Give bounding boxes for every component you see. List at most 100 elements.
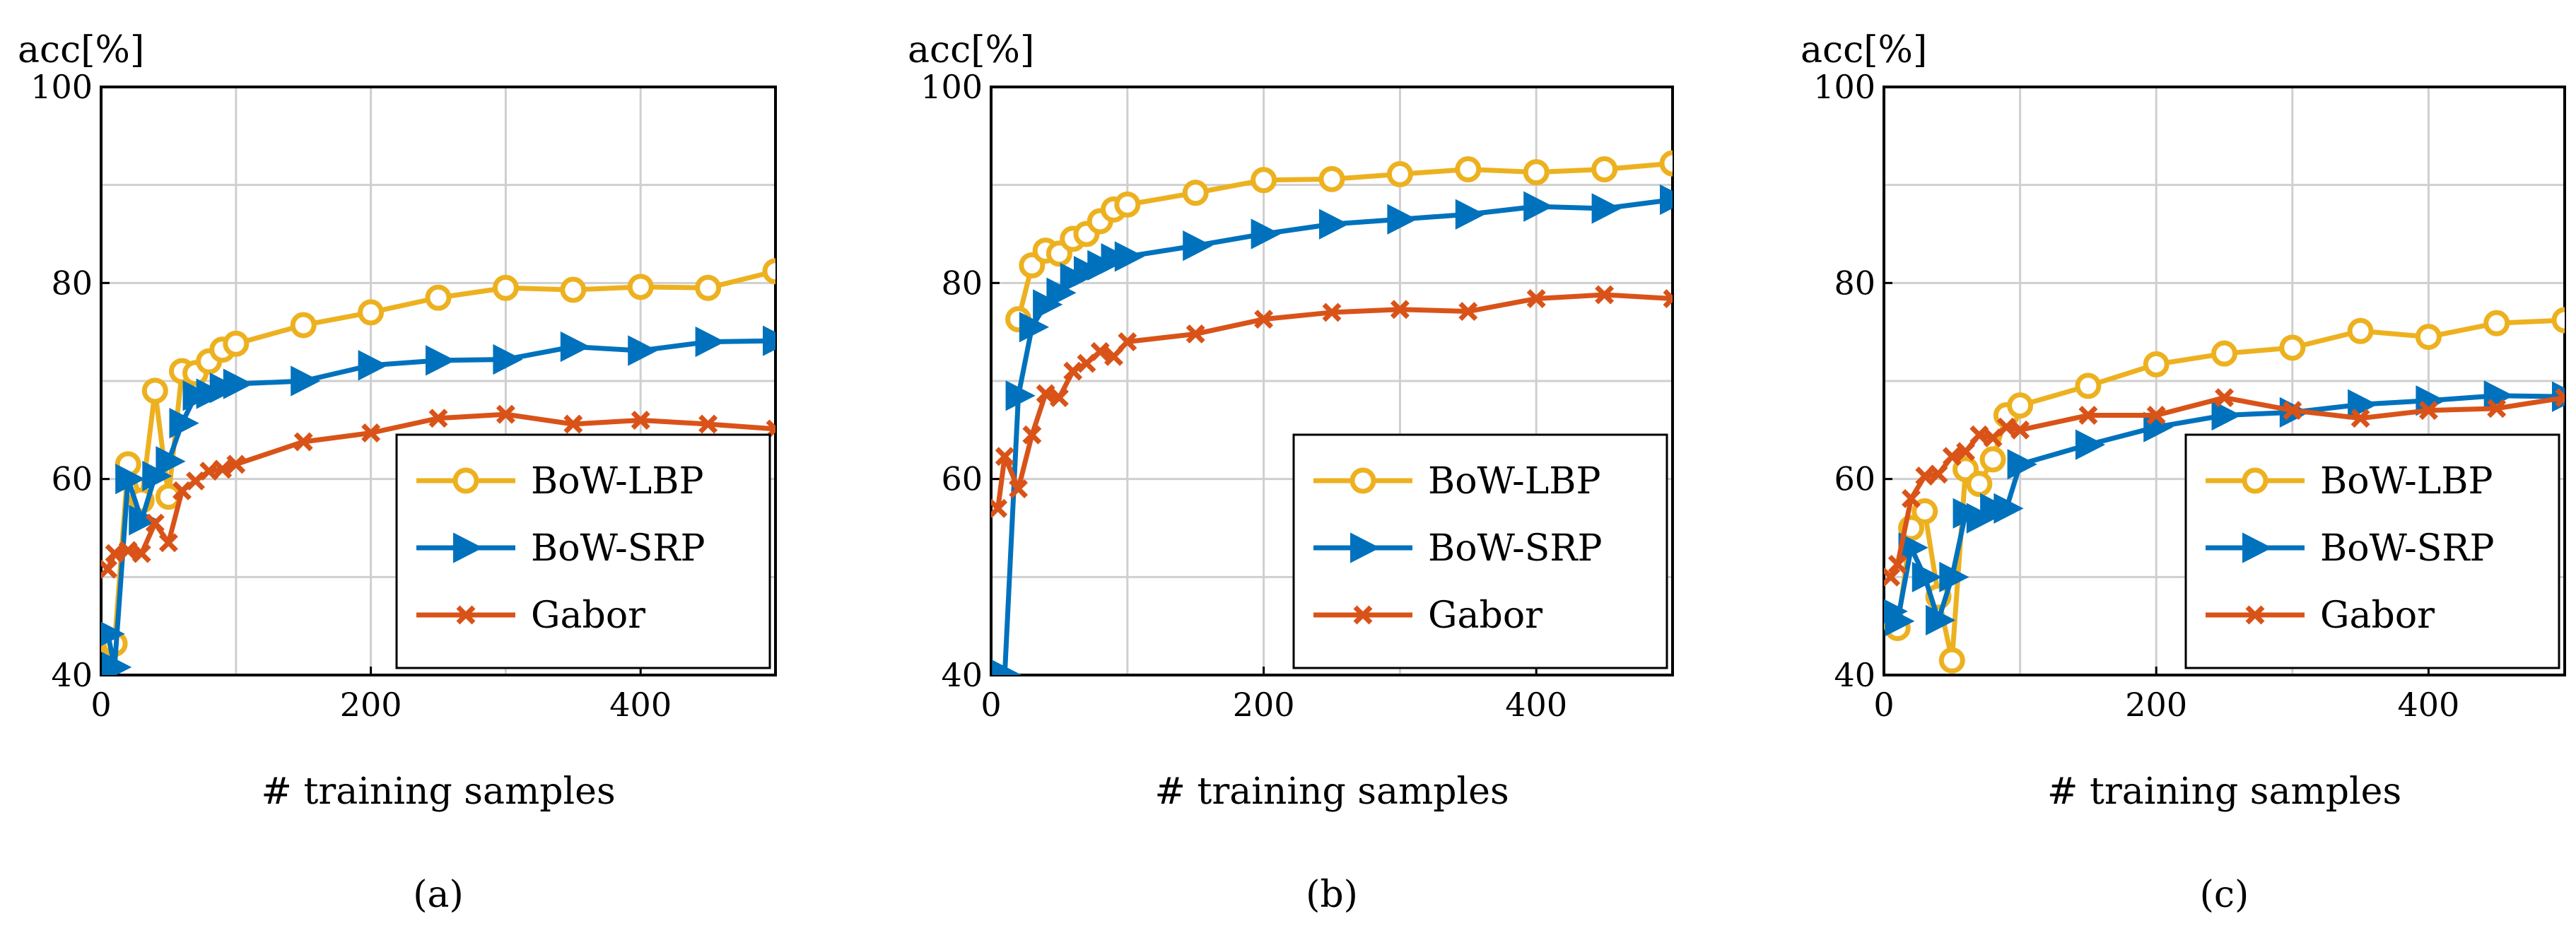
data-point-gabor	[1063, 361, 1083, 381]
data-point-bow-lbp	[1938, 647, 1965, 674]
data-point-gabor	[105, 544, 124, 563]
data-point-bow-srp	[2075, 429, 2106, 460]
data-point-gabor	[1036, 384, 1055, 404]
x-tick-label: 0	[1873, 686, 1894, 724]
data-point-bow-lbp	[560, 276, 587, 303]
y-tick-label: 40	[941, 656, 983, 694]
data-point-gabor	[1969, 425, 1989, 445]
data-point-gabor	[213, 459, 233, 479]
data-point-bow-srp	[628, 335, 658, 366]
data-point-gabor	[293, 432, 313, 452]
data-point-gabor	[2418, 401, 2438, 421]
data-point-gabor	[1390, 300, 1410, 319]
data-point-bow-srp	[291, 365, 321, 397]
subfigure-caption: (c)	[2200, 874, 2249, 916]
data-point-bow-lbp	[2007, 392, 2034, 419]
data-point-bow-srp	[695, 326, 725, 358]
data-point-gabor	[2350, 409, 2370, 428]
x-tick-label: 200	[1233, 686, 1295, 724]
legend-marker	[2245, 605, 2265, 625]
data-point-bow-lbp	[2551, 307, 2565, 334]
data-point-gabor	[101, 559, 118, 579]
data-point-bow-lbp	[1386, 160, 1413, 187]
data-point-bow-lbp	[492, 274, 519, 301]
data-point-bow-lbp	[141, 377, 168, 404]
y-axis-label: acc[%]	[18, 29, 144, 71]
data-point-bow-lbp	[2211, 340, 2237, 367]
data-point-bow-srp	[1523, 191, 1554, 222]
data-point-bow-srp	[1005, 380, 1036, 411]
data-point-bow-srp	[426, 345, 456, 376]
data-point-gabor	[186, 471, 206, 491]
y-tick-label: 60	[941, 460, 983, 498]
plot-frame	[990, 86, 1674, 676]
y-axis-label: acc[%]	[1801, 29, 1927, 71]
data-point-bow-srp	[1660, 184, 1673, 216]
subfigure-caption: (b)	[1306, 874, 1358, 916]
data-point-gabor	[131, 544, 151, 563]
data-point-bow-srp	[1885, 606, 1915, 637]
x-tick-label: 200	[340, 686, 402, 724]
data-point-gabor	[1009, 479, 1029, 499]
data-point-gabor	[631, 410, 650, 430]
data-point-bow-lbp	[1455, 156, 1482, 182]
data-point-bow-lbp	[1591, 156, 1618, 182]
data-point-gabor	[563, 414, 583, 434]
legend-entry: Gabor	[1428, 594, 1542, 637]
y-tick-label: 80	[51, 264, 93, 302]
data-point-bow-srp	[1455, 199, 1485, 230]
series-group	[1884, 307, 2565, 674]
data-point-gabor	[226, 455, 246, 474]
data-point-gabor	[1022, 425, 1042, 445]
data-point-gabor	[1928, 464, 1948, 484]
data-point-bow-lbp	[627, 274, 654, 300]
data-point-gabor	[118, 541, 138, 561]
data-point-bow-srp	[1251, 218, 1281, 250]
data-point-bow-srp	[1114, 241, 1144, 272]
data-point-gabor	[1254, 310, 1274, 329]
data-point-gabor	[1104, 346, 1123, 366]
data-point-gabor	[496, 404, 515, 424]
data-point-bow-lbp	[1979, 446, 2006, 473]
legend-marker	[2242, 467, 2268, 494]
data-point-bow-lbp	[290, 312, 317, 339]
data-point-bow-lbp	[1114, 191, 1141, 218]
data-point-bow-srp	[101, 621, 125, 647]
data-point-bow-srp	[129, 505, 159, 536]
data-point-gabor	[2078, 406, 2098, 426]
data-point-gabor	[1942, 447, 1962, 467]
x-tick-label: 400	[609, 686, 672, 724]
data-point-gabor	[1915, 467, 1935, 486]
data-point-bow-lbp	[1911, 498, 1938, 524]
data-point-bow-srp	[1591, 193, 1622, 224]
legend-entry: Gabor	[531, 594, 645, 637]
legend-marker	[1353, 605, 1373, 625]
legend-marker	[1350, 467, 1376, 494]
data-point-bow-lbp	[425, 284, 452, 311]
data-point-bow-lbp	[1523, 159, 1550, 186]
data-point-gabor	[1049, 388, 1069, 408]
legend-entry: BoW-SRP	[1428, 527, 1603, 570]
data-point-bow-lbp	[2415, 324, 2442, 351]
y-tick-label: 100	[30, 68, 93, 106]
legend-entry: BoW-LBP	[531, 460, 704, 503]
data-point-bow-srp	[156, 446, 186, 477]
x-tick-label: 200	[2125, 686, 2187, 724]
data-point-gabor	[158, 533, 178, 553]
data-point-gabor	[2146, 406, 2166, 426]
data-point-gabor	[1595, 285, 1615, 305]
data-point-bow-srp	[223, 368, 253, 399]
data-point-gabor	[1322, 303, 1342, 322]
data-point-gabor	[1090, 341, 1110, 361]
plot-frame	[100, 86, 777, 676]
data-point-gabor	[1956, 442, 1976, 462]
data-point-bow-lbp	[223, 330, 250, 357]
data-point-gabor	[1118, 332, 1137, 352]
data-point-bow-srp	[493, 344, 523, 375]
y-tick-label: 80	[941, 264, 983, 302]
data-point-gabor	[2283, 401, 2302, 421]
data-point-bow-srp	[1911, 561, 1942, 592]
series-group	[991, 150, 1673, 675]
x-tick-label: 0	[90, 686, 111, 724]
